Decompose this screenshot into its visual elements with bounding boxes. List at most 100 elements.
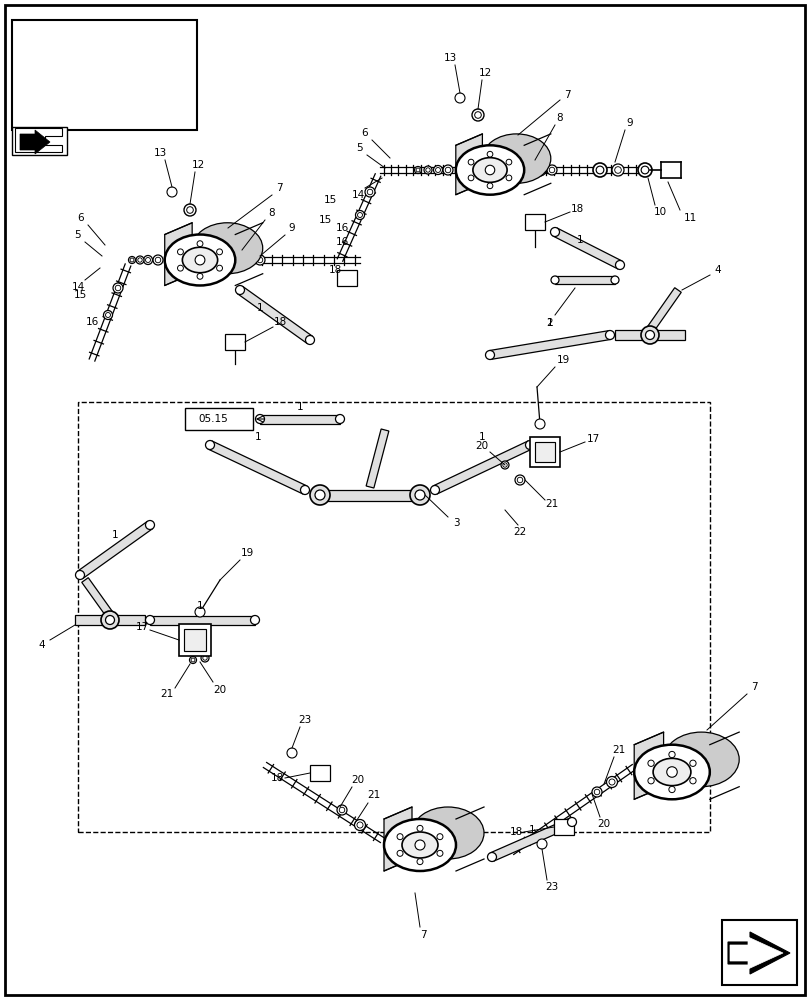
- Text: 7: 7: [276, 183, 282, 193]
- Circle shape: [167, 187, 177, 197]
- Circle shape: [337, 805, 346, 815]
- Text: 1: 1: [196, 601, 203, 611]
- Text: 4: 4: [39, 640, 45, 650]
- Circle shape: [115, 285, 121, 291]
- Circle shape: [197, 273, 203, 279]
- Circle shape: [536, 839, 547, 849]
- Circle shape: [300, 486, 309, 494]
- Circle shape: [255, 255, 264, 265]
- Text: 5: 5: [75, 230, 81, 240]
- Circle shape: [105, 615, 114, 624]
- Circle shape: [637, 163, 651, 177]
- Circle shape: [605, 330, 614, 340]
- Circle shape: [517, 477, 522, 483]
- Text: 18: 18: [328, 265, 341, 275]
- Circle shape: [595, 166, 603, 174]
- Circle shape: [474, 112, 481, 118]
- Text: 21: 21: [367, 790, 380, 800]
- Polygon shape: [237, 286, 312, 344]
- Polygon shape: [432, 441, 531, 494]
- Polygon shape: [165, 223, 192, 285]
- Circle shape: [397, 834, 402, 840]
- Bar: [721, 920, 796, 985]
- Polygon shape: [366, 429, 388, 488]
- Text: 16: 16: [85, 317, 98, 327]
- Circle shape: [415, 168, 419, 172]
- Circle shape: [668, 786, 674, 793]
- Text: 05.15: 05.15: [198, 414, 228, 424]
- Circle shape: [487, 151, 492, 157]
- Text: 18: 18: [569, 204, 583, 214]
- Ellipse shape: [182, 247, 217, 273]
- Circle shape: [354, 819, 365, 830]
- Circle shape: [414, 167, 421, 174]
- Polygon shape: [77, 521, 152, 579]
- Text: 8: 8: [268, 208, 275, 218]
- Circle shape: [689, 778, 695, 784]
- Text: 20: 20: [213, 685, 226, 695]
- Circle shape: [113, 283, 122, 293]
- Text: 19: 19: [556, 355, 569, 365]
- Circle shape: [197, 241, 203, 247]
- Circle shape: [487, 852, 496, 861]
- Text: 20: 20: [351, 775, 364, 785]
- Circle shape: [647, 760, 654, 766]
- Circle shape: [355, 211, 364, 220]
- Polygon shape: [490, 818, 573, 861]
- Polygon shape: [552, 228, 621, 269]
- Ellipse shape: [455, 145, 524, 195]
- Ellipse shape: [384, 819, 456, 871]
- Polygon shape: [727, 932, 789, 974]
- Text: 17: 17: [586, 434, 599, 444]
- Circle shape: [414, 490, 424, 500]
- Circle shape: [615, 260, 624, 269]
- Circle shape: [435, 168, 440, 172]
- Polygon shape: [646, 288, 680, 332]
- Text: 6: 6: [361, 128, 368, 138]
- Polygon shape: [75, 615, 145, 625]
- Circle shape: [534, 164, 545, 176]
- Circle shape: [592, 163, 607, 177]
- Circle shape: [608, 779, 614, 785]
- Polygon shape: [554, 276, 614, 284]
- Text: 1: 1: [296, 402, 303, 412]
- Bar: [337, 270, 357, 286]
- Circle shape: [641, 166, 648, 174]
- Text: 9: 9: [289, 223, 295, 233]
- Circle shape: [468, 175, 474, 181]
- Text: 21: 21: [161, 689, 174, 699]
- Circle shape: [178, 265, 183, 271]
- Circle shape: [75, 570, 84, 580]
- Circle shape: [191, 658, 195, 662]
- Circle shape: [335, 414, 344, 424]
- Text: 15: 15: [323, 195, 337, 205]
- Bar: [178, 624, 211, 656]
- Circle shape: [443, 165, 453, 175]
- Circle shape: [502, 463, 507, 467]
- Polygon shape: [260, 414, 340, 424]
- Text: 20: 20: [475, 441, 488, 451]
- Circle shape: [315, 490, 324, 500]
- Circle shape: [550, 228, 559, 237]
- Circle shape: [423, 166, 431, 174]
- Text: 23: 23: [298, 715, 311, 725]
- Bar: [525, 214, 544, 230]
- Circle shape: [417, 825, 423, 831]
- Circle shape: [606, 776, 616, 788]
- Text: 1: 1: [478, 432, 485, 442]
- Ellipse shape: [652, 758, 690, 786]
- Circle shape: [547, 165, 556, 175]
- Polygon shape: [384, 807, 411, 871]
- Bar: [78, 402, 709, 832]
- Circle shape: [468, 159, 474, 165]
- Circle shape: [128, 256, 135, 263]
- Text: 14: 14: [351, 190, 364, 200]
- Circle shape: [242, 254, 254, 266]
- Polygon shape: [20, 130, 50, 154]
- Text: 9: 9: [626, 118, 633, 128]
- Circle shape: [217, 249, 222, 255]
- Circle shape: [410, 485, 430, 505]
- Polygon shape: [208, 441, 307, 494]
- Circle shape: [485, 165, 494, 175]
- Ellipse shape: [411, 807, 483, 859]
